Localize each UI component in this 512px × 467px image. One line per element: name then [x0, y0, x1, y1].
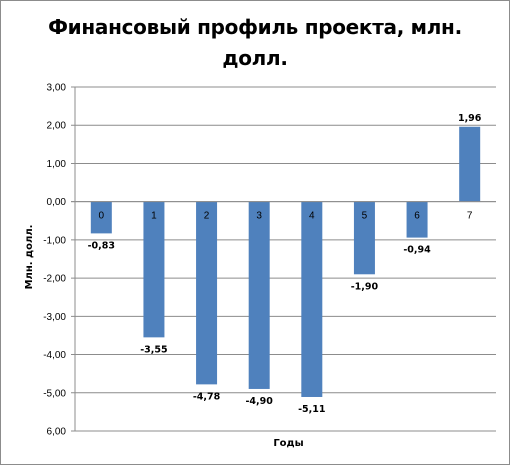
y-tick-label: 0,00 — [47, 197, 67, 208]
x-category-label: 3 — [256, 211, 262, 222]
x-category-label: 6 — [414, 211, 420, 222]
x-category-label: 0 — [99, 211, 105, 222]
data-label: -5,11 — [298, 404, 325, 415]
y-tick-label: 2,00 — [47, 121, 67, 132]
bar — [406, 201, 428, 238]
y-tick-label: 1,00 — [47, 159, 67, 170]
x-axis-title: Годы — [273, 438, 303, 449]
x-category-label: 7 — [467, 211, 473, 222]
data-label: -4,78 — [193, 391, 221, 402]
data-label: -0,94 — [403, 245, 431, 256]
x-category-label: 1 — [151, 211, 157, 222]
y-tick-label: -1,00 — [43, 235, 66, 246]
x-category-label: 2 — [204, 211, 210, 222]
bar — [248, 201, 270, 389]
y-tick-label: -4,00 — [43, 350, 66, 361]
y-tick-label: -3,00 — [43, 312, 66, 323]
y-tick-label: -2,00 — [43, 274, 66, 285]
bar — [196, 201, 218, 385]
data-label: -0,83 — [88, 240, 115, 251]
bar — [143, 201, 165, 338]
data-label: -3,55 — [140, 344, 167, 355]
data-label: -4,90 — [245, 396, 273, 407]
chart-title: Финансовый профиль проекта, млн. долл. — [48, 15, 462, 70]
bar — [301, 201, 323, 397]
bar — [90, 201, 112, 234]
y-tick-label: -5,00 — [43, 388, 66, 399]
data-label: 1,96 — [458, 113, 482, 124]
y-tick-label: 3,00 — [47, 83, 67, 94]
y-tick-label: 6,00 — [47, 427, 67, 438]
y-axis-title: Млн. долл. — [24, 225, 35, 290]
x-category-label: 5 — [362, 211, 368, 222]
data-label: -1,90 — [351, 281, 379, 292]
x-category-label: 4 — [309, 211, 315, 222]
bar — [459, 126, 481, 202]
bar — [353, 201, 375, 275]
